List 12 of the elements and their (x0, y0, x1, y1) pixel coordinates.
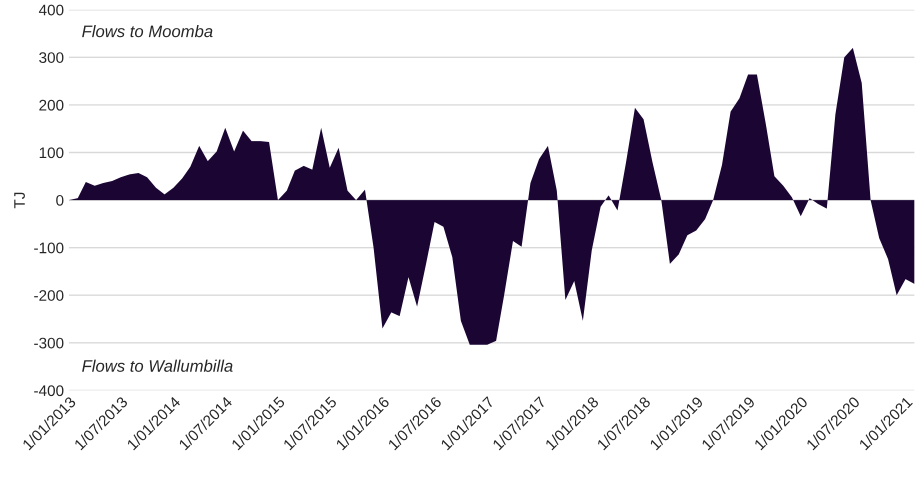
y-tick-label: 300 (39, 52, 64, 64)
annotation: Flows to Wallumbilla (82, 360, 233, 372)
y-tick-label: 0 (56, 194, 64, 206)
y-tick-label: 200 (39, 100, 64, 111)
y-tick-label: -300 (34, 338, 64, 349)
annotation: Flows to Moomba (82, 24, 213, 38)
y-tick-label: 100 (40, 147, 64, 158)
y-tick-label: -400 (34, 385, 64, 396)
y-tick-label: 400 (38, 4, 64, 16)
y-axis-title: TJ (14, 192, 25, 208)
y-tick-label: -100 (34, 242, 64, 254)
y-tick-label: -200 (34, 290, 64, 301)
